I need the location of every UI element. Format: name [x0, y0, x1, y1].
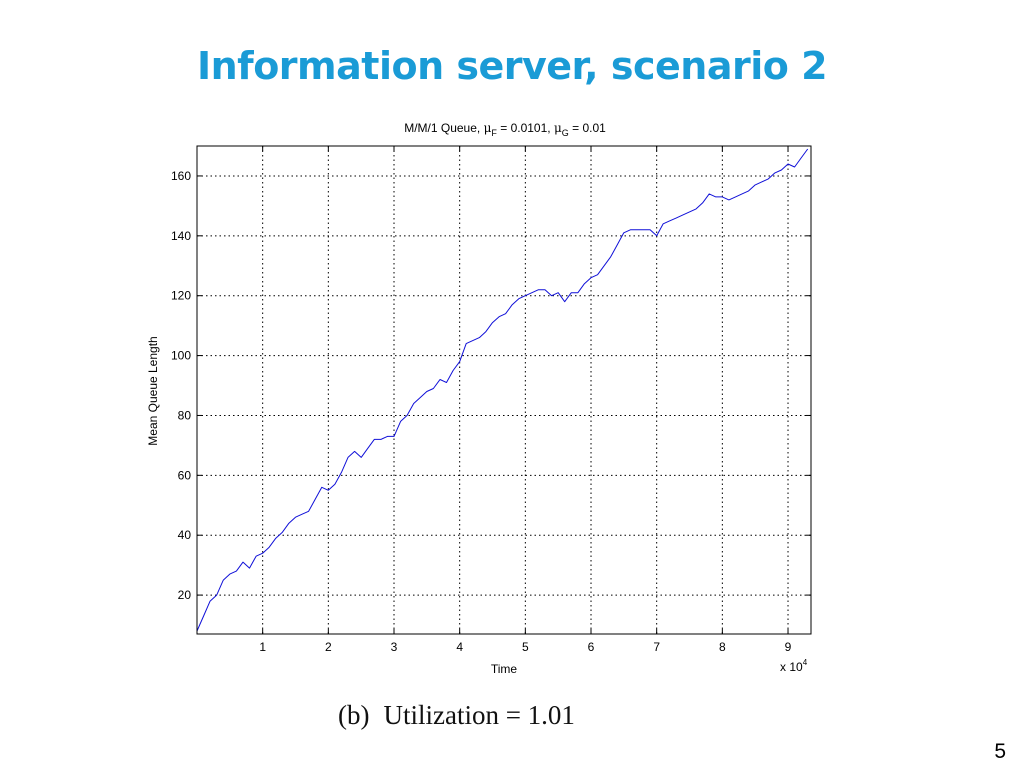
chart-title-mu-f: μ [484, 121, 492, 135]
x-tick-label: 9 [785, 640, 792, 654]
y-tick-label: 20 [178, 588, 192, 602]
y-tick-label: 80 [178, 408, 192, 422]
caption-text: Utilization = 1.01 [383, 700, 575, 730]
y-tick-label: 120 [171, 289, 191, 303]
y-tick-label: 160 [171, 169, 191, 183]
chart-title-sub-g: G [562, 128, 569, 138]
y-axis-label: Mean Queue Length [146, 336, 160, 445]
x-multiplier: x 104 [780, 658, 808, 674]
x-multiplier-exponent: 4 [803, 658, 808, 667]
y-tick-label: 100 [171, 349, 191, 363]
x-tick-label: 5 [522, 640, 529, 654]
chart-title-mu-g: μ [554, 121, 562, 135]
caption-label: (b) [338, 700, 370, 730]
chart-title-eq-g: = 0.01 [569, 121, 606, 135]
y-tick-label: 140 [171, 229, 191, 243]
y-tick-label: 40 [178, 528, 192, 542]
x-tick-label: 3 [391, 640, 398, 654]
chart-title-sub-f: F [491, 128, 497, 138]
chart-title-main: M/M/1 Queue, [404, 121, 483, 135]
chart-title-eq-f: = 0.0101, [497, 121, 554, 135]
x-tick-label: 7 [653, 640, 660, 654]
x-tick-label: 4 [456, 640, 463, 654]
grid [197, 146, 811, 634]
figure-caption: (b) Utilization = 1.01 [338, 700, 575, 731]
chart-title: M/M/1 Queue, μF = 0.0101, μG = 0.01 [404, 121, 606, 138]
plot-frame [196, 145, 812, 635]
series-line [196, 148, 809, 632]
x-multiplier-base: x 10 [780, 660, 803, 674]
x-tick-label: 8 [719, 640, 726, 654]
slide-title: Information server, scenario 2 [196, 44, 828, 88]
plot-area [196, 148, 809, 632]
x-tick-label: 2 [325, 640, 332, 654]
x-axis-label: Time [491, 662, 518, 676]
x-tick-label: 1 [259, 640, 266, 654]
slide-number: 5 [994, 740, 1006, 763]
y-tick-label: 60 [178, 468, 192, 482]
x-tick-label: 6 [588, 640, 595, 654]
axis-ticks: 1 2 3 4 5 6 7 8 9 20 40 60 80 100 120 140 160 [171, 146, 811, 654]
